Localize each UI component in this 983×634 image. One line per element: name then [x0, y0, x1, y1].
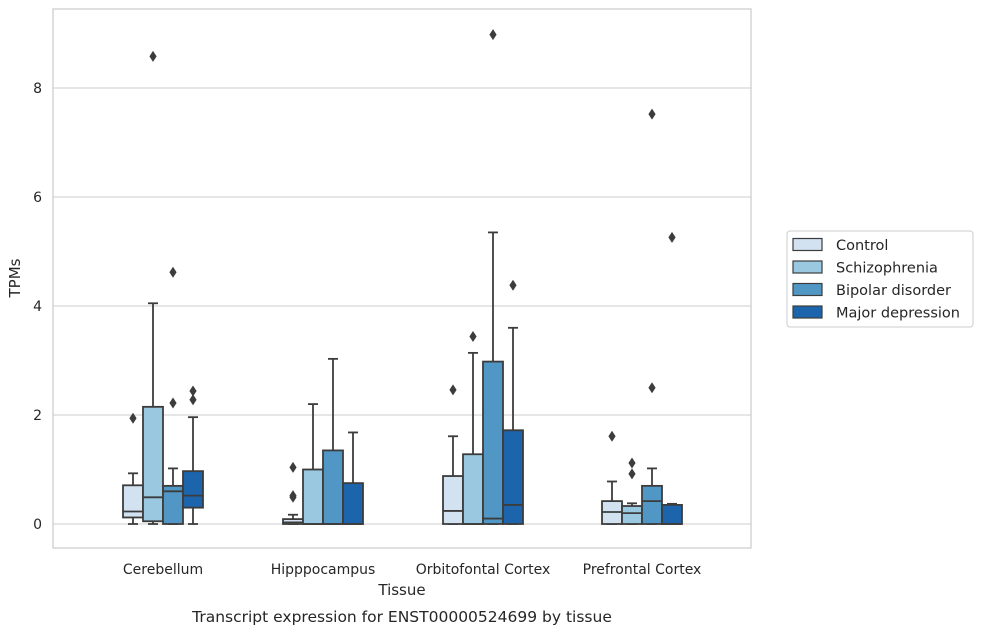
box-major-depression-prefrontal-cortex	[661, 231, 683, 525]
x-tick-label-prefrontal-cortex: Prefrontal Cortex	[583, 562, 702, 578]
outlier-point	[189, 394, 197, 406]
box-control-cerebellum	[122, 412, 144, 525]
outlier-point	[149, 50, 157, 62]
outlier-point	[469, 331, 477, 343]
outlier-point	[648, 382, 656, 394]
legend-swatch	[792, 260, 823, 274]
iqr-box	[502, 429, 524, 525]
box-bipolar-disorder-prefrontal-cortex	[641, 108, 663, 525]
iqr-box	[322, 449, 344, 525]
box-bipolar-disorder-orbitofontal-cortex	[482, 29, 504, 525]
iqr-box	[142, 405, 164, 523]
outlier-point	[289, 461, 297, 473]
box-major-depression-hipppocampus	[342, 431, 364, 525]
x-tick-label-cerebellum: Cerebellum	[123, 562, 203, 578]
outlier-point	[169, 266, 177, 278]
chart-caption: Transcript expression for ENST0000052469…	[191, 608, 612, 626]
legend-label: Major depression	[836, 306, 960, 322]
outlier-point	[449, 384, 457, 396]
x-axis-ticks: Cerebellum Hipppocampus Orbitofontal Corte…	[123, 562, 701, 578]
y-axis-title: TPMs	[6, 258, 24, 298]
x-tick-label-hipppocampus: Hipppocampus	[271, 562, 376, 578]
iqr-box	[482, 360, 504, 525]
outlier-point	[648, 108, 656, 120]
legend-item-bipolar-disorder: Bipolar disorder	[792, 282, 951, 299]
outlier-point	[628, 468, 636, 480]
outlier-point	[668, 231, 676, 243]
y-tick-label: 8	[33, 81, 42, 97]
y-tick-label: 0	[33, 517, 42, 533]
outlier-point	[628, 457, 636, 469]
outlier-point	[289, 490, 297, 502]
x-tick-label-orbitofontal-cortex: Orbitofontal Cortex	[416, 562, 551, 578]
legend-item-major-depression: Major depression	[792, 305, 960, 322]
iqr-box	[342, 482, 364, 525]
outlier-point	[608, 430, 616, 442]
x-axis-title: Tissue	[377, 581, 425, 599]
legend-swatch	[792, 282, 823, 297]
legend-swatch	[792, 237, 823, 252]
iqr-box	[641, 484, 663, 525]
box-control-prefrontal-cortex	[601, 430, 623, 525]
plot-area	[52, 8, 752, 549]
box-schizophrenia-cerebellum	[142, 50, 164, 525]
iqr-box	[661, 504, 683, 525]
outlier-point	[509, 279, 517, 291]
y-tick-label: 6	[33, 190, 42, 206]
legend-item-schizophrenia: Schizophrenia	[792, 260, 938, 277]
box-major-depression-cerebellum	[182, 385, 204, 525]
legend-item-control: Control	[792, 237, 888, 254]
legend-label: Schizophrenia	[836, 261, 938, 277]
legend: Control Schizophrenia Bipolar disorder Majo…	[786, 230, 974, 328]
iqr-box	[462, 453, 484, 525]
outlier-point	[489, 29, 497, 41]
iqr-box	[122, 484, 144, 519]
iqr-box	[621, 505, 643, 525]
iqr-box	[442, 475, 464, 525]
iqr-box	[182, 470, 204, 509]
outlier-point	[169, 397, 177, 409]
y-tick-label: 2	[33, 408, 42, 424]
y-axis-ticks: 0 2 4 6 8	[33, 81, 42, 533]
outlier-point	[189, 385, 197, 397]
legend-label: Control	[836, 238, 888, 254]
box-schizophrenia-prefrontal-cortex	[621, 457, 643, 525]
legend-label: Bipolar disorder	[836, 283, 951, 299]
y-tick-label: 4	[33, 299, 42, 315]
iqr-box	[302, 468, 324, 525]
outlier-point	[129, 412, 137, 424]
box-bipolar-disorder-cerebellum	[162, 266, 184, 525]
legend-frame	[786, 230, 974, 328]
legend-swatch	[792, 305, 823, 319]
box-major-depression-orbitofontal-cortex	[502, 279, 524, 525]
boxes-layer	[122, 29, 683, 525]
